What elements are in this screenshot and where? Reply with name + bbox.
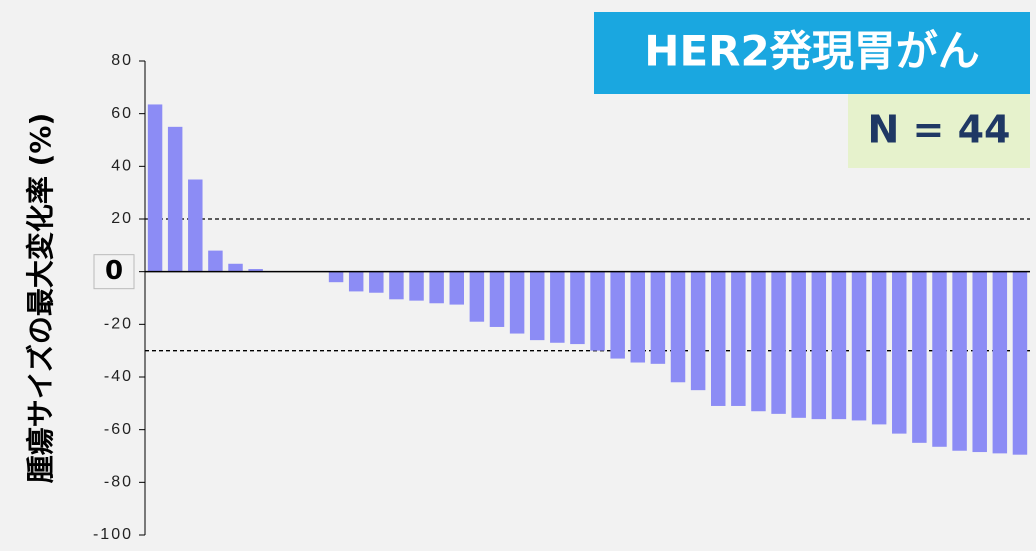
bar [871,271,887,425]
bar [550,271,565,343]
bar [348,271,364,292]
bar [409,271,424,301]
bar [952,271,967,451]
bar [710,271,726,406]
bar [449,271,465,305]
bar [188,179,203,272]
bar [992,271,1008,454]
y-tick-label: -60 [104,421,133,438]
y-tick-label: -40 [104,368,133,385]
bar [610,271,625,359]
bar [509,271,525,334]
y-tick-label: -100 [93,526,133,543]
bar [369,271,384,293]
chart-title: HER2発現胃がん [644,27,979,76]
bar [751,271,766,412]
y-tick-label: -20 [104,316,133,333]
bar [892,271,907,434]
bar [429,271,444,304]
y-tick-label: 0 [105,256,123,286]
zero-label-box [93,254,135,290]
bar [228,263,243,272]
bar [469,271,485,322]
bar [147,104,163,272]
bar [1012,271,1028,455]
bar [912,271,927,443]
bar [811,271,827,420]
bar [208,250,223,272]
bar [731,271,746,406]
y-tick-label: -80 [104,474,133,491]
y-tick-label: 80 [111,52,133,69]
y-tick-label: 60 [111,105,133,122]
y-axis-label: 腫瘍サイズの最大変化率 (%) [24,113,57,484]
bar [167,126,183,272]
bar [529,271,545,341]
bar [831,271,847,420]
title-box [594,12,1030,94]
bar [670,271,686,383]
bar [328,271,344,283]
bar [791,271,806,418]
bar [389,271,404,300]
y-tick-label: 20 [111,210,133,227]
annotation-box [848,94,1030,168]
bar [972,271,987,453]
bar [650,271,666,364]
bar [570,271,585,345]
bar [851,271,867,421]
bar [489,271,505,327]
bar [248,269,263,272]
bar [690,271,706,391]
bar [630,271,646,363]
bar [932,271,947,447]
y-tick-label: 40 [111,158,133,175]
bar [590,271,605,351]
bar [771,271,786,414]
annotation: N = 44 [868,108,1011,152]
